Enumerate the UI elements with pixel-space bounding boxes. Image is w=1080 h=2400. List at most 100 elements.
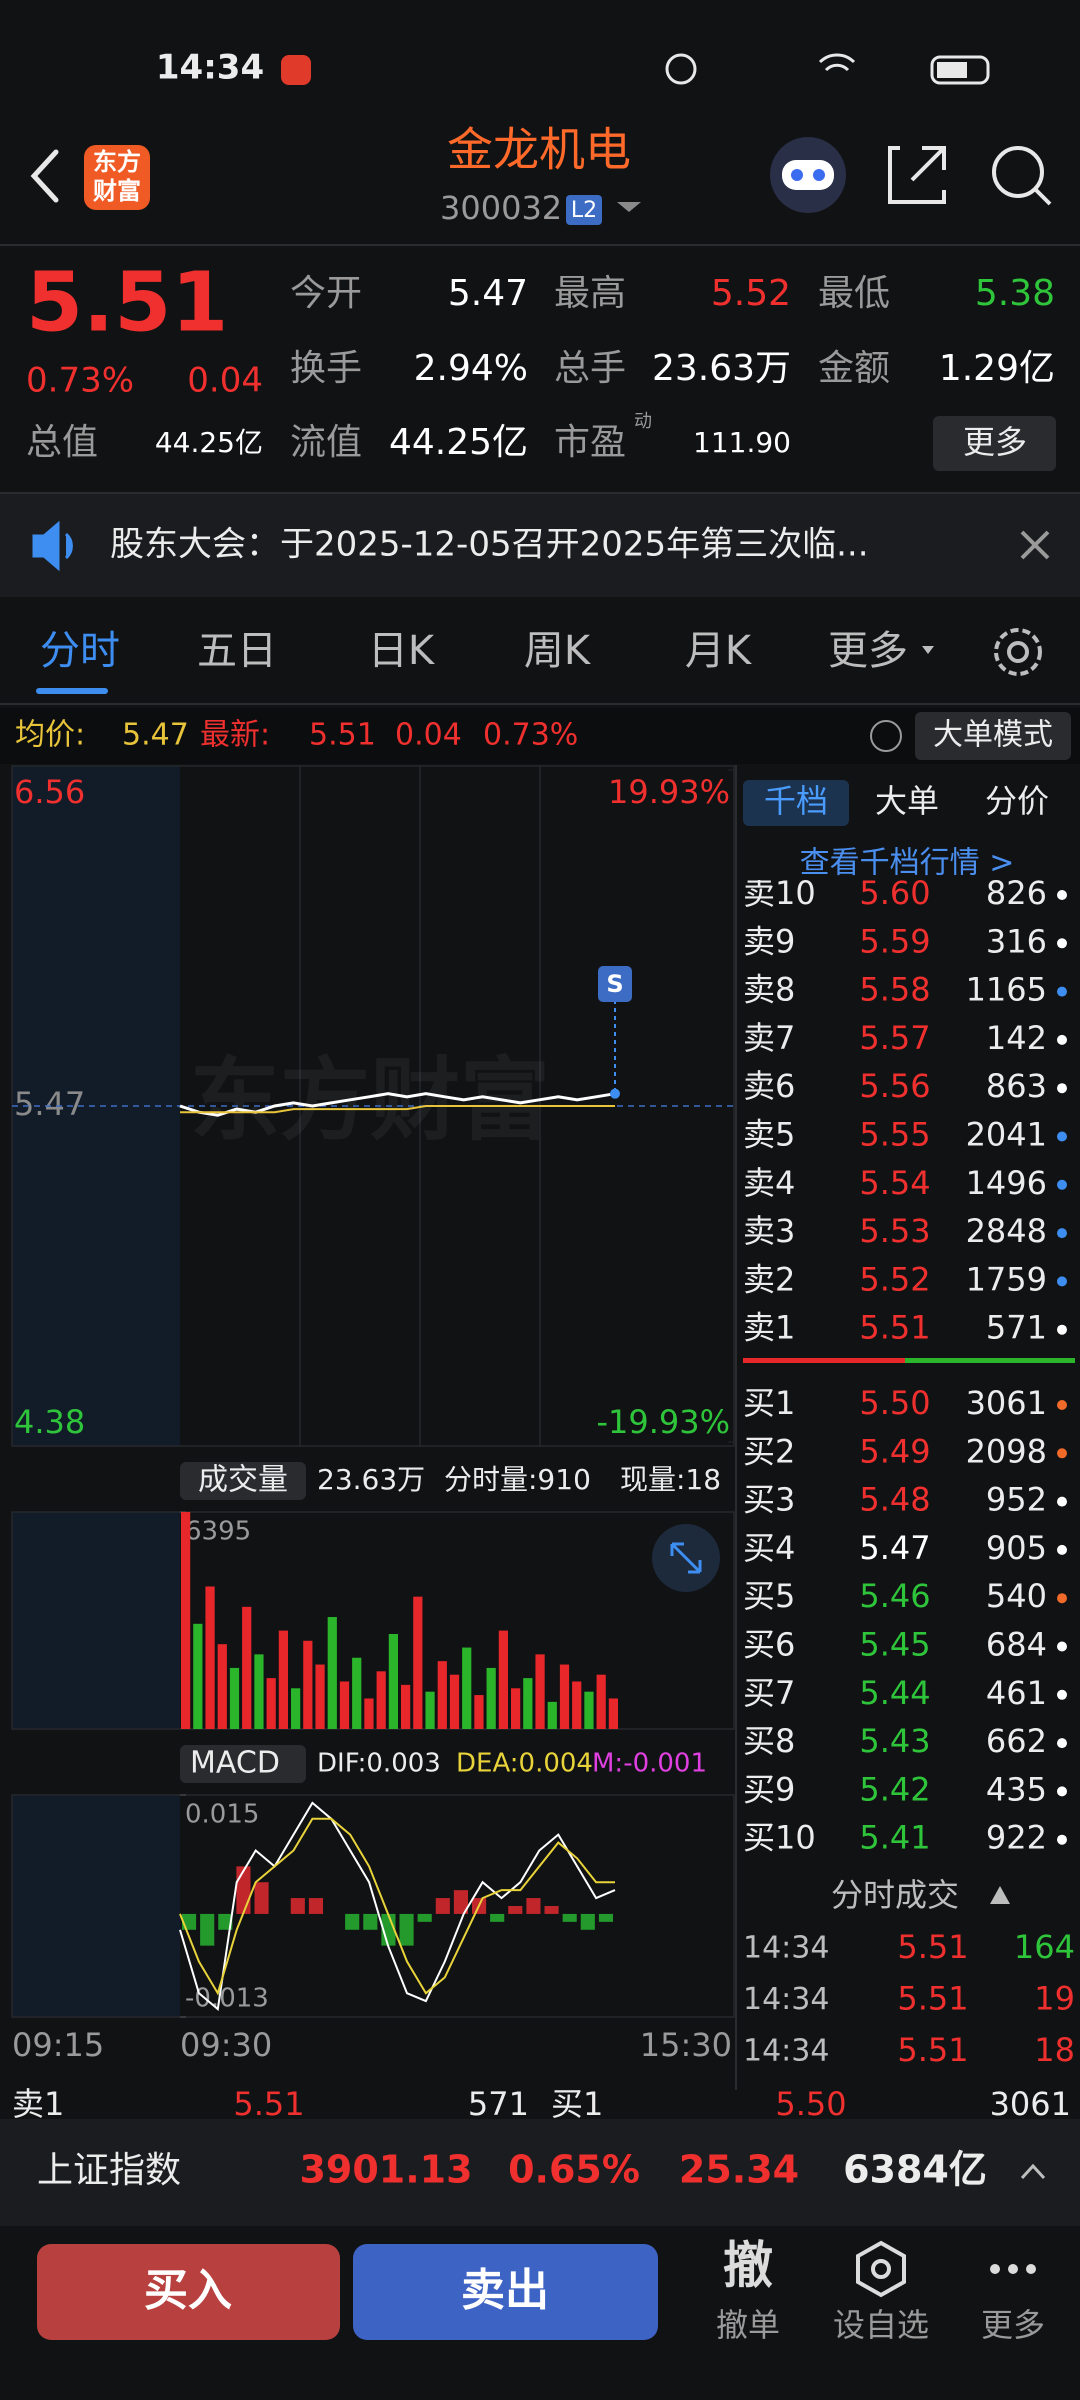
stock-code: 300032 xyxy=(440,189,562,227)
book-label: 卖8 xyxy=(743,971,795,1009)
time-label: 15:30 xyxy=(640,2026,732,2064)
book-dot xyxy=(1057,1496,1067,1507)
volume-bar xyxy=(205,1586,215,1729)
notice-bar[interactable] xyxy=(0,493,1080,597)
search-icon[interactable] xyxy=(992,146,1052,206)
y-tick-label: 5.47 xyxy=(14,1085,85,1123)
badge: L2 xyxy=(571,198,597,223)
index-bar[interactable] xyxy=(0,2119,1080,2226)
trade-volume: 18 xyxy=(1034,2031,1075,2069)
book-label: 买1 xyxy=(743,1384,795,1422)
cancel-label[interactable]: 撤单 xyxy=(716,2306,780,2344)
volume-bar xyxy=(278,1630,288,1729)
book-price: 5.60 xyxy=(859,874,930,912)
last-dot xyxy=(610,1088,620,1099)
index-name: 上证指数 xyxy=(37,2150,181,2191)
macd-bar xyxy=(218,1913,233,1930)
volume-minute: 分时量:910 xyxy=(444,1463,591,1496)
book-price: 5.51 xyxy=(859,1309,930,1347)
book-label: 买6 xyxy=(743,1626,795,1664)
book-dot xyxy=(1057,1738,1067,1749)
volume-bar xyxy=(584,1691,594,1729)
volume-bar xyxy=(413,1596,423,1729)
index-expand[interactable] xyxy=(1020,2163,1046,2180)
latest-value: 5.51 xyxy=(309,718,376,753)
more-label[interactable]: 更多 xyxy=(981,2306,1045,2344)
book-volume: 863 xyxy=(986,1067,1047,1105)
sell-label[interactable]: 卖出 xyxy=(461,2265,549,2316)
macd-selector[interactable] xyxy=(180,1745,306,1783)
volume-bar xyxy=(523,1678,533,1729)
code-dropdown[interactable] xyxy=(617,202,641,212)
buy-button[interactable] xyxy=(37,2244,340,2340)
book-dot xyxy=(1057,1448,1067,1459)
mode-label: 大单模式 xyxy=(933,718,1053,753)
watch-icon[interactable] xyxy=(856,2240,906,2298)
last-price: 5.51 xyxy=(26,255,228,350)
volume-bar xyxy=(339,1681,350,1729)
trade-time: 14:34 xyxy=(743,2034,829,2069)
volume-bar xyxy=(511,1688,521,1729)
volume-bar xyxy=(462,1647,472,1729)
back-button[interactable] xyxy=(30,149,59,203)
book-volume: 952 xyxy=(986,1481,1047,1519)
book-volume: 826 xyxy=(986,874,1047,912)
volume-bar xyxy=(572,1681,582,1729)
volume-bar xyxy=(608,1698,618,1729)
volume-bar xyxy=(303,1640,313,1729)
buy-label[interactable]: 买入 xyxy=(144,2265,232,2316)
volume-bar xyxy=(437,1661,447,1729)
book-dot xyxy=(1057,1179,1067,1190)
field-label: 今开 xyxy=(290,273,362,314)
notice-close[interactable] xyxy=(1020,530,1050,560)
more-icon[interactable] xyxy=(990,2264,1036,2274)
assistant-icon[interactable] xyxy=(770,137,846,213)
macd-bar xyxy=(254,1882,269,1914)
stock-name: 金龙机电 xyxy=(447,123,631,177)
more-button-bg[interactable] xyxy=(933,416,1056,471)
macd-bar xyxy=(526,1898,541,1914)
book-label: 卖7 xyxy=(743,1019,795,1057)
settings-icon[interactable] xyxy=(994,628,1042,676)
tab: 更多 xyxy=(828,628,908,674)
book-link: 查看千档行情 > xyxy=(800,846,1015,881)
volume-bar xyxy=(474,1695,484,1729)
sell-button[interactable] xyxy=(353,2244,658,2340)
index-change: 25.34 xyxy=(679,2148,799,2192)
help-icon[interactable] xyxy=(870,720,902,752)
volume-bar xyxy=(229,1667,240,1729)
book-label: 买9 xyxy=(743,1770,795,1808)
book-label: 买8 xyxy=(743,1722,795,1760)
book-label: 买5 xyxy=(743,1577,795,1615)
volume-bar xyxy=(535,1654,545,1729)
share-icon[interactable] xyxy=(888,146,946,204)
tab-indicator xyxy=(36,688,108,694)
macd-bar xyxy=(363,1913,378,1930)
book-volume: 540 xyxy=(986,1577,1047,1615)
field-sup: 动 xyxy=(634,411,652,432)
volume-selector[interactable] xyxy=(180,1462,306,1500)
signal-box[interactable] xyxy=(598,966,632,1002)
cancel-icon[interactable]: 撤 xyxy=(723,2237,773,2295)
status-icons xyxy=(281,53,990,85)
volume-bar xyxy=(388,1633,398,1729)
book-label: 卖9 xyxy=(743,922,795,960)
macd-bar xyxy=(290,1898,305,1914)
book-label: 买4 xyxy=(743,1529,795,1567)
book-volume: 3061 xyxy=(966,1384,1047,1422)
volume-bar xyxy=(596,1674,606,1729)
book-label: 卖10 xyxy=(743,874,816,912)
book-volume: 2098 xyxy=(966,1432,1047,1470)
y-tick-label: 6395 xyxy=(185,1517,251,1547)
y2-tick-label: 19.93% xyxy=(608,773,730,811)
logo xyxy=(84,145,150,210)
volume-current: 现量:18 xyxy=(620,1463,721,1496)
book-price: 5.47 xyxy=(859,1529,930,1567)
volume-bar xyxy=(364,1698,374,1729)
volume-bar xyxy=(352,1657,362,1729)
watch-label[interactable]: 设自选 xyxy=(833,2306,929,2344)
mode-button[interactable] xyxy=(915,712,1071,760)
book-tab-active[interactable] xyxy=(743,780,849,826)
field-value: 44.25亿 xyxy=(155,426,263,459)
expand-button[interactable] xyxy=(652,1524,720,1592)
